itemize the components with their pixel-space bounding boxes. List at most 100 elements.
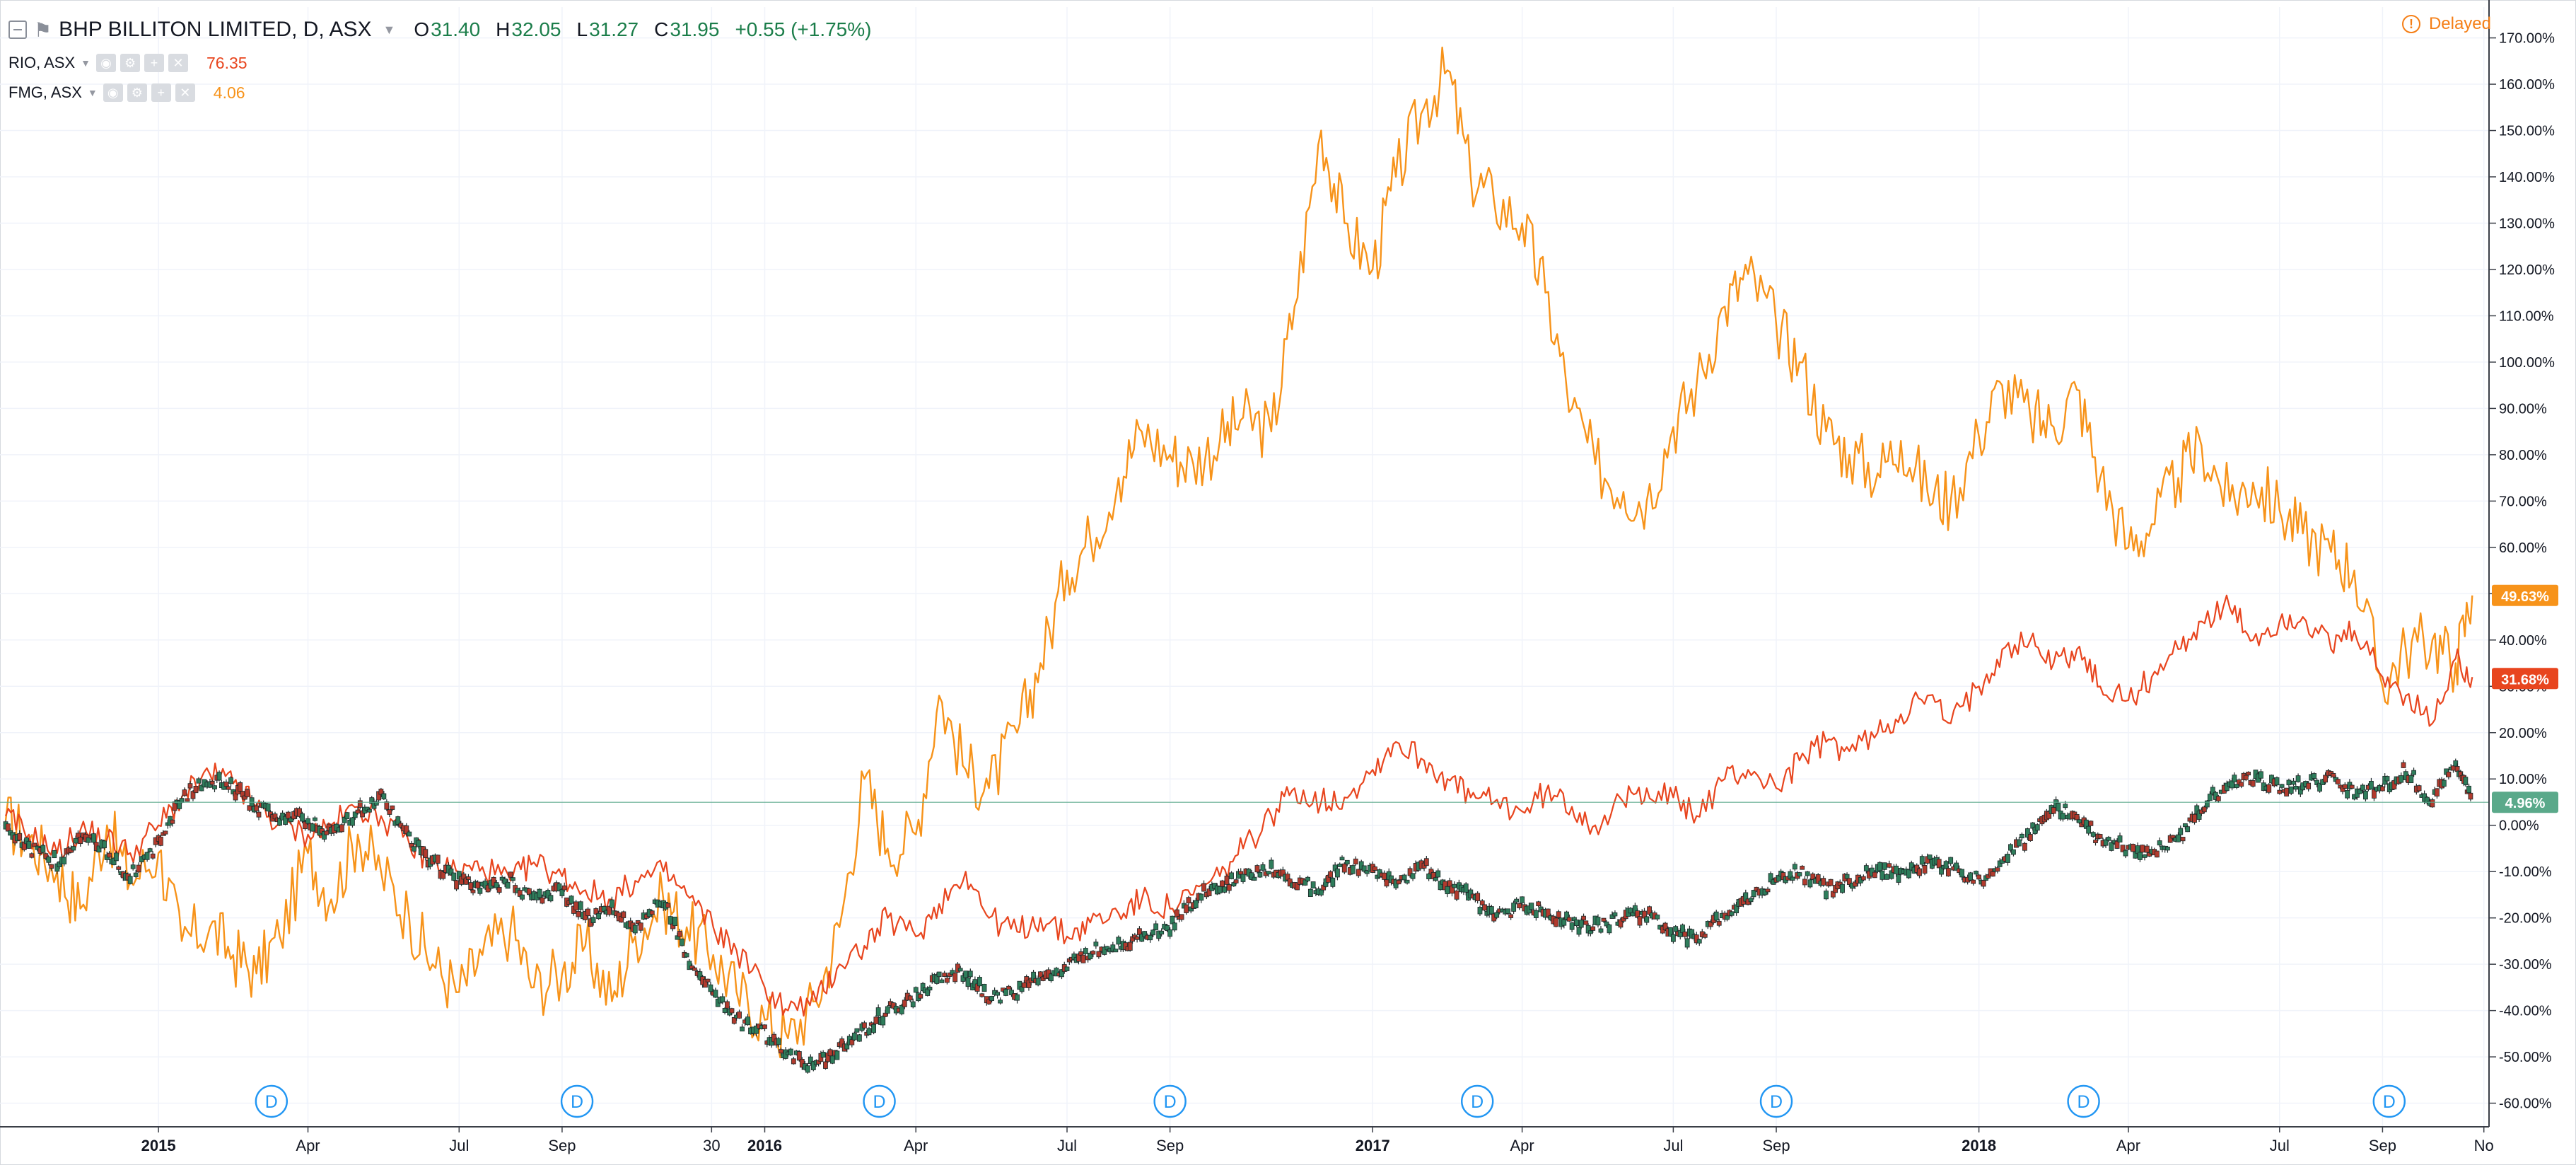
candle-body xyxy=(854,1028,860,1033)
candle-body xyxy=(1350,865,1356,874)
candle-body xyxy=(2441,779,2447,787)
compare-symbol[interactable]: RIO, ASX xyxy=(8,54,76,71)
settings-icon[interactable]: ⚙ xyxy=(120,54,141,72)
more-icon[interactable]: + xyxy=(151,83,171,102)
eye-icon[interactable]: ◉ xyxy=(96,54,117,72)
candle-body xyxy=(1954,862,1959,871)
candle-body xyxy=(71,846,76,851)
candle-body xyxy=(1508,914,1514,918)
candle-body xyxy=(2317,782,2323,792)
candle-body xyxy=(2286,779,2292,786)
candle-body xyxy=(265,803,271,812)
delayed-indicator[interactable]: ! Delayed xyxy=(2401,14,2491,34)
candle-body xyxy=(2246,772,2251,776)
candle-body xyxy=(381,793,387,800)
candle-body xyxy=(216,772,222,781)
last-value-text: 31.68% xyxy=(2501,672,2549,688)
candle-body xyxy=(1807,879,1813,888)
chart-legend: ⚑ BHP BILLITON LIMITED, D, ASX ▼ O31.40 … xyxy=(8,11,871,108)
minus-square-icon[interactable] xyxy=(8,21,27,39)
remove-icon[interactable]: ✕ xyxy=(168,54,189,72)
candle-body xyxy=(2466,785,2471,794)
candle-body xyxy=(725,1001,730,1009)
candle-body xyxy=(1729,911,1735,916)
candle-body xyxy=(1896,874,1901,883)
candle-body xyxy=(823,1061,828,1069)
more-icon[interactable]: + xyxy=(144,54,165,72)
settings-icon[interactable]: ⚙ xyxy=(127,83,147,102)
high-value: H32.05 xyxy=(496,18,561,40)
price-tick-label: -50.00% xyxy=(2499,1050,2552,1065)
fmg-series xyxy=(4,46,2473,1059)
candle-body xyxy=(1612,912,1618,917)
fmg-line xyxy=(4,46,2473,1059)
candle-body xyxy=(680,939,684,946)
remove-icon[interactable]: ✕ xyxy=(175,83,195,102)
candle-body xyxy=(2323,775,2329,783)
candle-body xyxy=(475,881,480,888)
candle-body xyxy=(147,848,153,852)
flag-icon[interactable]: ⚑ xyxy=(34,18,52,41)
candle-body xyxy=(1581,915,1586,920)
candle-body xyxy=(454,880,459,890)
candle-body xyxy=(1919,856,1925,865)
candle-body xyxy=(1694,934,1699,944)
candle-body xyxy=(2182,823,2188,828)
candle-body xyxy=(1206,888,1212,896)
candle-body xyxy=(1305,876,1311,881)
caret-down-icon[interactable]: ▼ xyxy=(81,57,91,69)
candle-body xyxy=(950,970,955,975)
candle-body xyxy=(1637,916,1643,926)
price-axis[interactable]: 170.00% 160.00% 150.00% 140.00% 130.00% 120.0… xyxy=(2488,0,2555,1127)
candle-body xyxy=(505,881,511,889)
candle-body xyxy=(2114,840,2120,849)
candle-body xyxy=(1618,919,1624,928)
candle-body xyxy=(2207,794,2213,801)
candle-body xyxy=(2120,845,2126,852)
candle-body xyxy=(1768,873,1773,883)
candle-body xyxy=(2180,837,2186,842)
caret-down-icon[interactable]: ▼ xyxy=(383,22,396,37)
dividend-marker xyxy=(863,1084,896,1118)
candle-body xyxy=(957,968,963,972)
candle-body xyxy=(607,905,612,915)
candle-body xyxy=(2239,782,2244,787)
eye-icon[interactable]: ◉ xyxy=(103,83,123,102)
price-tick-label: 70.00% xyxy=(2499,494,2547,509)
candle-body xyxy=(1224,876,1230,885)
candle-body xyxy=(1477,907,1483,915)
candle-body xyxy=(2131,844,2135,852)
candle-body xyxy=(1353,858,1358,865)
candle-body xyxy=(621,911,626,918)
candle-body xyxy=(1454,891,1459,900)
candle-body xyxy=(1372,866,1377,871)
candle-body xyxy=(1404,879,1410,883)
caret-down-icon[interactable]: ▼ xyxy=(87,87,98,98)
candle-body xyxy=(491,876,496,886)
candle-body xyxy=(1945,868,1951,876)
candle-body xyxy=(1976,874,1982,880)
candle-body xyxy=(2077,819,2082,823)
candle-body xyxy=(873,1016,879,1024)
candle-body xyxy=(496,887,502,893)
symbol-title[interactable]: BHP BILLITON LIMITED, D, ASX xyxy=(59,18,372,41)
candle-body xyxy=(677,931,682,937)
candle-body xyxy=(2314,779,2320,785)
candle-body xyxy=(2020,833,2024,839)
candle-body xyxy=(776,1038,781,1045)
candle-body xyxy=(32,842,37,847)
candle-body xyxy=(2144,845,2150,853)
dividend-marker xyxy=(2067,1084,2100,1118)
time-axis[interactable]: 2015 Apr Jul Sep 30 2016 Apr Jul Sep 2017 Apr Jul Se… xyxy=(0,1126,2494,1154)
candle-body xyxy=(2234,784,2239,788)
candle-body xyxy=(395,816,401,825)
candle-body xyxy=(26,840,32,849)
candle-body xyxy=(1566,917,1572,922)
compare-symbol[interactable]: FMG, ASX xyxy=(8,83,82,101)
price-tick-label: 20.00% xyxy=(2499,726,2547,741)
candle-body xyxy=(78,836,83,845)
candle-body xyxy=(2331,772,2336,777)
candle-body xyxy=(2088,821,2094,826)
